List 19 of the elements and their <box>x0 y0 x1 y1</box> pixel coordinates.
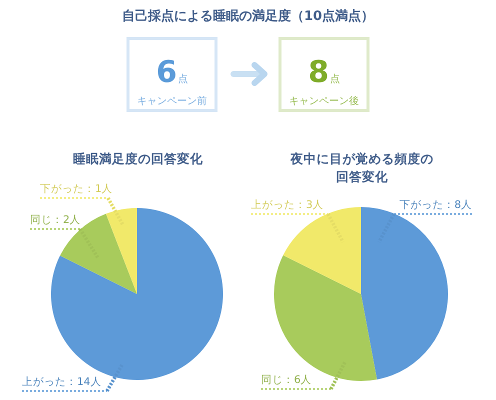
text: 自己採点による睡眠の満足度（10点満点） <box>122 8 374 24</box>
data-label: 8点 <box>308 55 340 90</box>
chart-title: 睡眠満足度の回答変化 <box>73 151 204 166</box>
slice-label: 下がった <box>399 199 444 211</box>
data-label: ：6人 <box>283 374 312 386</box>
category-label: キャンペーン前 <box>137 95 207 107</box>
slice-label: 下がった <box>40 183 84 195</box>
slice-label: 同じ <box>261 374 283 386</box>
data-label: ：3人 <box>295 199 324 211</box>
data-label: ：1人 <box>84 183 113 195</box>
category-label: キャンペーン後 <box>289 95 359 107</box>
chart-title: 夜中に目が覚める頻度の回答変化 <box>290 151 434 184</box>
data-label: ：14人 <box>66 376 102 388</box>
slice-label: 上がった <box>251 198 295 211</box>
slice-label: 同じ <box>30 214 52 226</box>
data-label: ：8人 <box>443 199 472 211</box>
data-label: ：2人 <box>52 214 81 226</box>
data-label: 6点 <box>156 55 188 90</box>
slice-label: 上がった <box>22 375 66 388</box>
